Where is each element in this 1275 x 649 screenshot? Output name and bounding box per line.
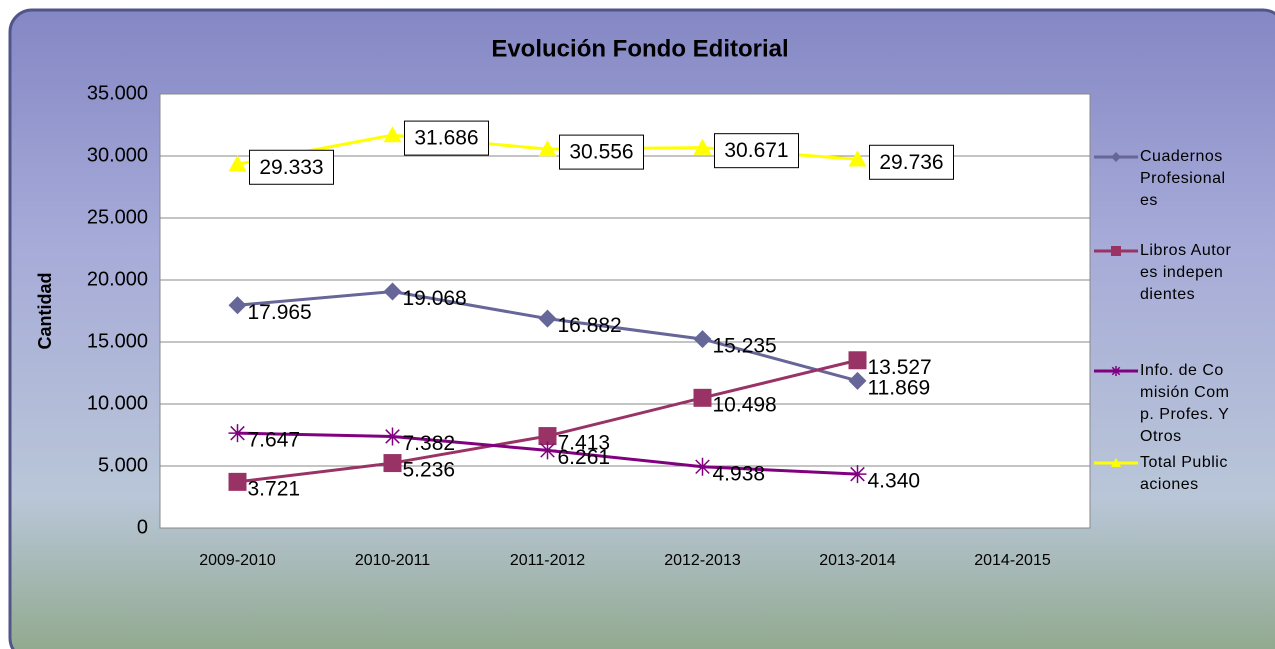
y-tick-label: 20.000 — [87, 268, 148, 290]
data-label: 7.382 — [403, 432, 456, 455]
data-label: 7.413 — [558, 432, 611, 455]
legend-item: Info. de Comisión Comp. Profes. Y Otros — [1092, 360, 1232, 448]
y-tick-label: 30.000 — [87, 144, 148, 166]
data-label: 31.686 — [414, 127, 478, 150]
data-label: 13.527 — [868, 356, 932, 379]
data-label: 16.882 — [558, 314, 622, 337]
data-label-box: 31.686 — [404, 120, 489, 156]
legend-item: Libros Autores independientes — [1092, 240, 1232, 306]
marker — [1111, 366, 1121, 376]
label-box — [869, 144, 954, 180]
marker — [1111, 246, 1121, 256]
data-label: 5.236 — [403, 459, 456, 482]
legend-swatch — [1094, 152, 1138, 162]
data-label: 19.068 — [403, 287, 467, 310]
legend-label: Cuadernos Profesionales — [1140, 148, 1226, 209]
data-label: 11.869 — [868, 376, 931, 399]
y-tick-label: 15.000 — [87, 330, 148, 352]
data-label: 15.235 — [713, 335, 777, 358]
legend-label: Libros Autores independientes — [1140, 242, 1232, 303]
x-tick-label: 2014-2015 — [974, 552, 1051, 569]
x-tick-label: 2013-2014 — [819, 552, 896, 569]
data-label-box: 29.736 — [869, 144, 954, 180]
data-label: 29.736 — [879, 151, 943, 174]
x-tick-label: 2010-2011 — [355, 552, 430, 569]
legend-swatch — [1094, 246, 1138, 256]
marker — [848, 371, 867, 390]
data-label: 7.647 — [248, 429, 301, 452]
legend-swatch — [1094, 458, 1138, 467]
marker — [383, 282, 402, 301]
data-label: 30.671 — [724, 139, 788, 162]
data-label: 10.498 — [713, 393, 777, 416]
marker — [693, 138, 712, 155]
data-label-box: 30.671 — [714, 133, 799, 169]
marker — [693, 388, 712, 407]
data-label-box: 30.556 — [559, 134, 644, 170]
marker — [383, 126, 402, 143]
label-box — [714, 133, 799, 169]
y-tick-label: 0 — [137, 516, 148, 538]
x-tick-label: 2009-2010 — [199, 552, 276, 569]
x-tick-label: 2012-2013 — [664, 552, 741, 569]
data-label: 4.340 — [868, 470, 921, 493]
marker — [538, 427, 557, 446]
data-label: 17.965 — [248, 301, 312, 324]
label-box — [559, 134, 644, 170]
y-axis-label: Cantidad — [35, 272, 55, 349]
y-tick-label: 10.000 — [87, 392, 148, 414]
marker — [848, 150, 867, 167]
marker — [538, 441, 557, 460]
y-tick-label: 35.000 — [87, 82, 148, 104]
y-tick-label: 5.000 — [98, 454, 148, 476]
marker — [228, 472, 247, 491]
legend-swatch — [1094, 366, 1138, 376]
marker — [848, 351, 867, 370]
data-label-box: 29.333 — [249, 149, 334, 185]
legend-item: Cuadernos Profesionales — [1092, 146, 1232, 212]
legend-item: Total Publicaciones — [1092, 452, 1232, 496]
data-label: 6.261 — [558, 446, 611, 469]
marker — [693, 330, 712, 349]
marker — [538, 140, 557, 157]
legend-label: Info. de Comisión Comp. Profes. Y Otros — [1140, 362, 1230, 445]
marker — [538, 309, 557, 328]
label-box — [249, 149, 334, 185]
label-box — [404, 120, 489, 156]
chart-title: Evolución Fondo Editorial — [491, 35, 788, 62]
x-tick-label: 2011-2012 — [510, 552, 585, 569]
marker — [228, 424, 247, 443]
marker — [1111, 458, 1121, 467]
data-label: 30.556 — [569, 141, 633, 164]
marker — [228, 155, 247, 172]
marker — [1111, 152, 1121, 162]
marker — [383, 454, 402, 473]
data-label: 29.333 — [259, 156, 323, 179]
marker — [228, 296, 247, 315]
legend-label: Total Publicaciones — [1140, 454, 1228, 493]
data-label: 4.938 — [713, 462, 766, 485]
marker — [693, 457, 712, 476]
marker — [848, 465, 867, 484]
data-label: 3.721 — [248, 477, 301, 500]
y-tick-label: 25.000 — [87, 206, 148, 228]
marker — [383, 427, 402, 446]
